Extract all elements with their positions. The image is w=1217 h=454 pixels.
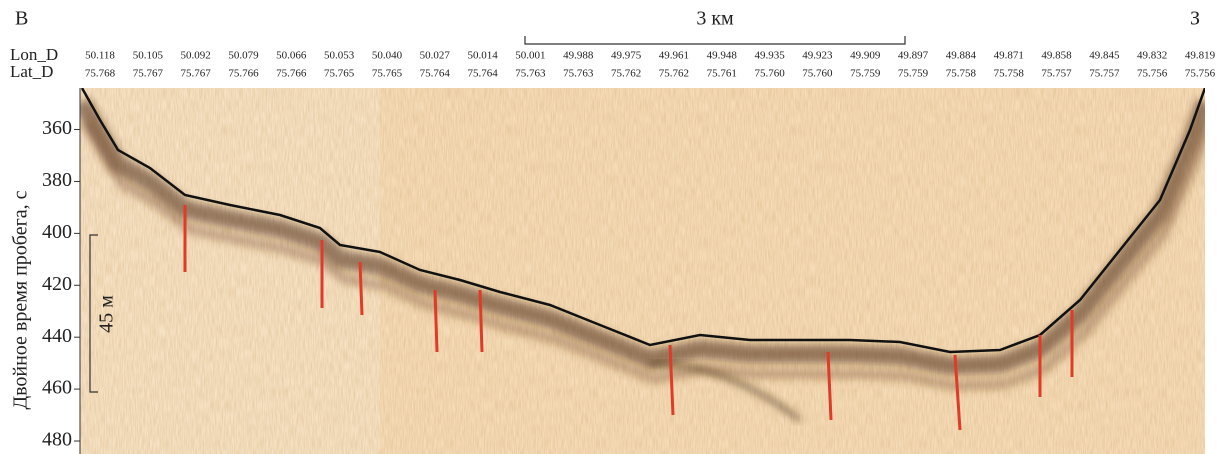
lon-value: 49.961	[659, 50, 689, 62]
depth-scale-label: 45 м	[96, 295, 118, 333]
lat-value: 75.764	[467, 68, 498, 80]
y-tick-label: 380	[42, 169, 72, 191]
lat-value: 75.758	[946, 68, 977, 80]
lat-value: 75.767	[133, 68, 164, 80]
lat-value: 75.757	[1089, 68, 1120, 80]
lat-value: 75.756	[1137, 68, 1168, 80]
distance-scale-bar	[524, 36, 906, 45]
lat-value: 75.766	[228, 68, 259, 80]
y-tick-label: 460	[42, 377, 72, 399]
lat-value: 75.759	[850, 68, 881, 80]
lon-value: 49.923	[802, 50, 833, 62]
lat-value: 75.765	[372, 68, 403, 80]
lat-value: 75.762	[611, 68, 641, 80]
lon-value: 50.118	[85, 50, 115, 62]
lon-value: 50.066	[276, 50, 307, 62]
y-tick-label: 360	[42, 117, 72, 139]
lon-value: 49.975	[611, 50, 642, 62]
lat-value: 75.758	[994, 68, 1025, 80]
west-label: В	[15, 8, 28, 30]
lon-value: 50.027	[420, 50, 451, 62]
lon-value: 50.040	[372, 50, 403, 62]
lon-value: 50.079	[228, 50, 259, 62]
lat-value: 75.767	[181, 68, 212, 80]
lat-value: 75.757	[1041, 68, 1072, 80]
lat-value: 75.764	[420, 68, 451, 80]
faults	[183, 205, 1074, 431]
lat-value: 75.765	[324, 68, 355, 80]
lon-label: Lon_D	[10, 45, 58, 64]
lat-value: 75.759	[898, 68, 929, 80]
lon-value: 49.988	[563, 50, 594, 62]
lat-value: 75.760	[754, 68, 785, 80]
lat-value: 75.762	[659, 68, 689, 80]
lon-value: 49.845	[1089, 50, 1120, 62]
lat-value: 75.763	[515, 68, 546, 80]
lon-value: 50.001	[515, 50, 545, 62]
lat-value: 75.761	[707, 68, 737, 80]
lon-value: 49.897	[898, 50, 929, 62]
lon-value: 50.014	[467, 50, 498, 62]
y-axis-label: Двойное время пробега, с	[10, 190, 32, 409]
y-tick-label: 480	[42, 429, 72, 451]
lon-value: 49.909	[850, 50, 881, 62]
y-tick-label: 440	[42, 325, 72, 347]
y-tick-label: 420	[42, 273, 72, 295]
lon-value: 50.092	[181, 50, 211, 62]
seismic-image	[80, 88, 1205, 454]
lon-value: 49.858	[1041, 50, 1072, 62]
lon-value: 49.871	[994, 50, 1024, 62]
lon-value: 49.832	[1137, 50, 1167, 62]
lon-value: 49.948	[707, 50, 738, 62]
lat-value: 75.760	[802, 68, 833, 80]
lat-value: 75.763	[563, 68, 594, 80]
lat-value: 75.756	[1185, 68, 1216, 80]
lon-value: 49.819	[1185, 50, 1216, 62]
depth-scale-bar	[89, 234, 98, 393]
lon-value: 50.105	[133, 50, 164, 62]
lon-value: 49.884	[946, 50, 977, 62]
lon-value: 49.935	[754, 50, 785, 62]
east-label: З	[1190, 8, 1200, 30]
lat-label: Lat_D	[10, 62, 53, 81]
y-tick-label: 400	[42, 221, 72, 243]
lat-value: 75.766	[276, 68, 307, 80]
distance-scale-label: 3 км	[696, 8, 734, 30]
lon-value: 50.053	[324, 50, 355, 62]
lat-value: 75.768	[85, 68, 116, 80]
